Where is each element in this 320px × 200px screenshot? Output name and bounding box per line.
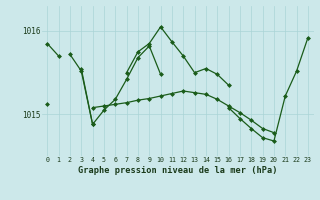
X-axis label: Graphe pression niveau de la mer (hPa): Graphe pression niveau de la mer (hPa) [78,166,277,175]
